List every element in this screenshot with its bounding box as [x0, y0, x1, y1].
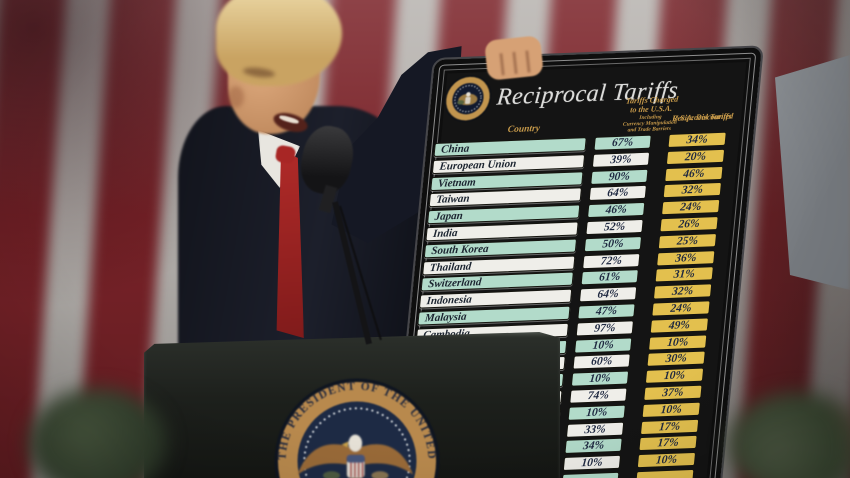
discounted-cell: 36% [656, 249, 716, 267]
country-label: Taiwan [435, 192, 471, 207]
presidential-seal-icon [444, 75, 492, 123]
discounted-cell: 10% [636, 452, 697, 469]
charged-cell: 67% [593, 134, 652, 151]
charged-cell: 61% [580, 269, 639, 286]
discounted-cell: 31% [654, 266, 714, 283]
discounted-cell: 10% [641, 401, 701, 418]
charged-cell: 46% [586, 202, 646, 219]
discounted-cell: 30% [646, 350, 706, 368]
charged-cell: 10% [562, 454, 622, 472]
presidential-seal-icon: THE PRESIDENT OF THE UNITED [274, 378, 440, 478]
discounted-cell: 17% [639, 418, 700, 435]
charged-cell: 10% [570, 370, 630, 387]
charged-cell: 34% [564, 438, 623, 455]
eagle-emblem [297, 434, 414, 478]
discounted-cell: 17% [638, 435, 698, 452]
charged-cell: 52% [585, 218, 644, 236]
charged-cell: 39% [591, 151, 651, 168]
discounted-cell: 32% [652, 283, 713, 300]
discounted-cell: 34% [667, 131, 727, 148]
discounted-cell: 49% [649, 317, 710, 334]
country-label: China [440, 142, 470, 156]
discounted-cell: 32% [662, 182, 722, 199]
hair [216, 0, 342, 86]
foliage-right [728, 392, 850, 478]
country-label: Japan [434, 210, 464, 224]
reciprocal-tariffs-board: Reciprocal Tariffs Country Tariffs Charg… [390, 45, 764, 478]
discounted-cell: 25% [657, 232, 718, 250]
charged-cell: 64% [588, 185, 647, 202]
foliage-left [28, 388, 168, 478]
country-label: Indonesia [426, 293, 473, 308]
charged-cell: 50% [583, 235, 643, 252]
discounted-cell: 10% [644, 367, 705, 385]
charged-cell: 47% [577, 303, 636, 320]
hand-gripping-board [484, 35, 544, 81]
country-label: European Union [438, 157, 517, 173]
column-header-country: Country [507, 123, 541, 136]
nose-shadow [228, 86, 244, 108]
charged-cell: 60% [572, 353, 631, 371]
charged-cell: 10% [574, 336, 633, 354]
charged-cell: 97% [575, 320, 635, 337]
charged-cell: 74% [569, 387, 628, 404]
country-label: India [432, 227, 459, 241]
country-label: Malaysia [424, 310, 468, 325]
discounted-cell: 24% [660, 199, 721, 216]
country-label: Thailand [429, 260, 472, 274]
discounted-cell: 46% [664, 165, 724, 182]
presidential-podium: THE PRESIDENT OF THE UNITED [144, 332, 560, 478]
discounted-cell: 20% [665, 148, 726, 165]
country-label: Switzerland [427, 276, 482, 291]
discounted-cell: 26% [659, 216, 719, 233]
charged-cell: 72% [582, 252, 641, 269]
country-label: Vietnam [437, 175, 477, 190]
discounted-cell [635, 468, 695, 478]
charged-cell: 90% [590, 168, 649, 185]
discounted-cell: 37% [643, 384, 703, 401]
tie-knot [274, 144, 297, 165]
charged-cell: 33% [565, 421, 625, 438]
country-label: South Korea [430, 242, 490, 257]
charged-cell: 64% [578, 286, 638, 303]
discounted-cell: 24% [651, 300, 711, 317]
charged-cell: 10% [567, 404, 626, 421]
charged-cell [561, 471, 620, 478]
discounted-cell: 10% [648, 334, 708, 351]
